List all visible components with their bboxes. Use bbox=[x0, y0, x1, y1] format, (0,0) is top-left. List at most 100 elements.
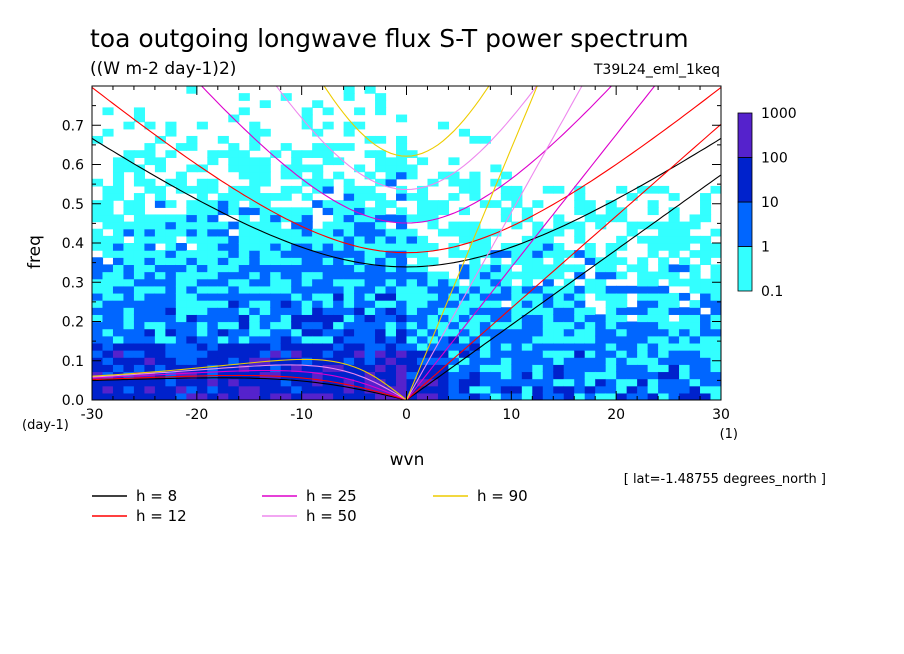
spectrum-cell bbox=[354, 285, 366, 294]
spectrum-cell bbox=[249, 307, 261, 315]
spectrum-cell bbox=[584, 214, 596, 223]
spectrum-cell bbox=[563, 300, 575, 308]
spectrum-cell bbox=[207, 314, 219, 323]
spectrum-cell bbox=[112, 271, 125, 280]
spectrum-cell bbox=[385, 342, 397, 351]
spectrum-cell bbox=[647, 235, 659, 244]
spectrum-cell bbox=[574, 228, 586, 237]
spectrum-cell bbox=[102, 278, 114, 287]
spectrum-cell bbox=[500, 292, 512, 301]
spectrum-cell bbox=[647, 307, 659, 315]
spectrum-cell bbox=[364, 264, 376, 273]
spectrum-cell bbox=[437, 342, 450, 351]
spectrum-cell bbox=[259, 321, 271, 330]
spectrum-cell bbox=[448, 328, 460, 337]
spectrum-cell bbox=[291, 257, 303, 266]
spectrum-cell bbox=[532, 300, 544, 308]
spectrum-cell bbox=[333, 342, 345, 351]
spectrum-cell bbox=[553, 221, 565, 230]
spectrum-cell bbox=[626, 392, 638, 400]
spectrum-cell bbox=[217, 342, 229, 351]
spectrum-cell bbox=[700, 257, 712, 266]
spectrum-cell bbox=[647, 221, 659, 230]
spectrum-cell bbox=[626, 285, 638, 294]
spectrum-cell bbox=[280, 185, 292, 194]
spectrum-cell bbox=[228, 164, 240, 173]
spectrum-cell bbox=[343, 357, 355, 365]
spectrum-cell bbox=[112, 164, 125, 173]
spectrum-cell bbox=[354, 200, 366, 208]
spectrum-cell bbox=[563, 264, 575, 273]
spectrum-cell bbox=[144, 357, 156, 365]
spectrum-cell bbox=[710, 350, 721, 358]
spectrum-cell bbox=[92, 350, 104, 358]
spectrum-cell bbox=[427, 221, 439, 230]
spectrum-cell bbox=[637, 385, 649, 394]
spectrum-cell bbox=[291, 364, 303, 373]
spectrum-cell bbox=[133, 385, 146, 394]
spectrum-cell bbox=[102, 350, 114, 358]
spectrum-cell bbox=[196, 264, 208, 273]
y-tick-label: 0.7 bbox=[62, 118, 84, 134]
spectrum-cell bbox=[710, 335, 721, 344]
spectrum-cell bbox=[574, 328, 586, 337]
spectrum-cell bbox=[511, 335, 523, 344]
spectrum-cell bbox=[396, 364, 408, 373]
spectrum-cell bbox=[144, 278, 156, 287]
spectrum-cell bbox=[259, 271, 271, 280]
spectrum-cell bbox=[437, 314, 450, 323]
spectrum-cell bbox=[154, 292, 166, 301]
spectrum-cell bbox=[238, 93, 250, 101]
spectrum-cell bbox=[217, 300, 229, 308]
spectrum-cell bbox=[416, 292, 429, 301]
spectrum-cell bbox=[689, 350, 701, 358]
spectrum-cell bbox=[92, 271, 104, 280]
spectrum-cell bbox=[123, 335, 135, 344]
spectrum-cell bbox=[637, 371, 649, 380]
spectrum-cell bbox=[375, 221, 387, 230]
spectrum-cell bbox=[133, 264, 146, 273]
igw-curve-h25 bbox=[200, 86, 613, 224]
spectrum-cell bbox=[280, 264, 292, 273]
igw-curve-h8 bbox=[92, 137, 721, 268]
spectrum-cell bbox=[228, 392, 240, 400]
spectrum-cell bbox=[301, 378, 313, 387]
spectrum-cell bbox=[385, 228, 397, 237]
spectrum-cell bbox=[458, 342, 470, 351]
spectrum-cell bbox=[186, 250, 198, 258]
spectrum-cell bbox=[396, 214, 408, 223]
spectrum-cell bbox=[165, 150, 177, 158]
spectrum-cell bbox=[312, 364, 324, 373]
spectrum-cell bbox=[175, 221, 187, 230]
spectrum-cell bbox=[133, 378, 146, 387]
spectrum-cell bbox=[469, 250, 481, 258]
spectrum-cell bbox=[228, 143, 240, 151]
spectrum-cell bbox=[301, 300, 313, 308]
spectrum-cell bbox=[249, 243, 261, 251]
spectrum-cell bbox=[133, 328, 146, 337]
spectrum-cell bbox=[133, 342, 146, 351]
spectrum-cell bbox=[186, 350, 198, 358]
spectrum-cell bbox=[228, 335, 240, 344]
spectrum-cell bbox=[511, 357, 523, 365]
spectrum-cell bbox=[196, 200, 208, 208]
spectrum-cell bbox=[637, 321, 649, 330]
spectrum-cell bbox=[144, 157, 156, 166]
spectrum-cell bbox=[490, 257, 502, 266]
spectrum-cell bbox=[154, 328, 166, 337]
spectrum-cell bbox=[385, 371, 397, 380]
spectrum-cell bbox=[469, 271, 481, 280]
spectrum-cell bbox=[144, 285, 156, 294]
spectrum-cell bbox=[574, 221, 586, 230]
spectrum-cell bbox=[605, 328, 617, 337]
spectrum-cell bbox=[238, 228, 250, 237]
spectrum-cell bbox=[343, 86, 355, 94]
spectrum-cell bbox=[521, 321, 533, 330]
spectrum-cell bbox=[616, 300, 628, 308]
spectrum-cell bbox=[416, 271, 429, 280]
spectrum-cell bbox=[123, 385, 135, 394]
spectrum-cell bbox=[396, 378, 408, 387]
spectrum-cell bbox=[343, 314, 355, 323]
spectrum-cell bbox=[490, 164, 502, 173]
spectrum-cell bbox=[689, 392, 701, 400]
